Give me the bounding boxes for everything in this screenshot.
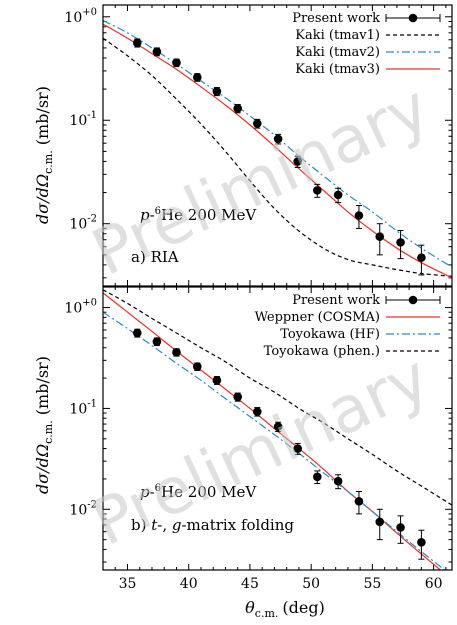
panel-a-legend-label: Present work — [292, 11, 380, 26]
panel-b-data-point — [212, 376, 222, 385]
panel-a-data-point — [396, 238, 405, 247]
panel-b-y-tick-label: 10-2 — [69, 499, 97, 518]
panel-a-legend-label: Kaki (tmav1) — [295, 28, 380, 43]
x-axis-label: θc.m. (deg) — [245, 598, 325, 620]
panel-a-y-axis-label-unit: (mb/sr) — [33, 86, 52, 150]
panel-b-reaction-label: p-6He 200 MeV — [140, 483, 257, 501]
panel-a-legend-swatch-point — [408, 13, 418, 23]
panel-a-data-point — [312, 186, 322, 195]
panel-b-annotation-t: t — [151, 516, 158, 534]
panel-b-legend-label: Weppner (COSMA) — [255, 310, 380, 325]
panel-b-y-tick-label: 10-1 — [69, 398, 97, 417]
panel-b-data-point — [354, 496, 364, 506]
panel-a-frame — [102, 4, 453, 287]
x-axis-label-sub: c.m. — [255, 607, 279, 620]
x-axis-label-unit: (deg) — [282, 598, 324, 617]
panel-a-data-point — [192, 73, 202, 82]
panel-a-data-point — [233, 104, 243, 113]
panel-a: 10+0 10-1 10-2 Present work Kaki (tmav1) Kaki… — [33, 4, 453, 287]
panel-b: 35 40 45 50 55 60 10+0 10-1 10-2 Present work Wepp… — [33, 286, 453, 592]
panel-b-data-point — [312, 472, 322, 482]
panel-a-y-axis-label: dσ/dΩc.m. (mb/sr) — [33, 86, 55, 224]
panel-b-annotation-g: g — [172, 516, 182, 534]
x-tick-label: 55 — [363, 576, 381, 592]
panel-a-data-point — [333, 190, 343, 200]
panel-b-legend-swatch-point — [408, 295, 418, 305]
panel-b-reaction-mass: 6 — [155, 483, 161, 494]
panel-b-data-point — [233, 392, 243, 402]
panel-a-y-axis-label-sub: c.m. — [42, 150, 55, 174]
panel-a-reaction-label: p-6He 200 MeV — [140, 206, 257, 224]
panel-b-data-point — [152, 337, 162, 346]
panel-b-y-axis-label: dσ/dΩc.m. (mb/sr) — [33, 356, 55, 494]
x-axis-label-symbol: θ — [245, 598, 255, 617]
panel-a-data-point — [273, 134, 283, 144]
panel-a-data-point — [212, 87, 222, 96]
panel-a-data-point — [375, 232, 385, 241]
panel-a-reaction-mass: 6 — [155, 206, 161, 217]
panel-b-annotation-rest: -matrix folding — [181, 516, 294, 534]
panel-a-data-point — [252, 119, 262, 128]
panel-b-frame — [102, 286, 453, 571]
panel-a-y-tick-label: 10-1 — [69, 110, 97, 129]
panel-a-data-point — [417, 253, 426, 262]
panel-b-legend-label: Toyokawa (phen.) — [264, 344, 380, 359]
panel-a-annotation: a) RIA — [131, 248, 179, 266]
panel-a-legend-label: Kaki (tmav3) — [295, 62, 380, 77]
panel-b-data-point — [417, 538, 426, 547]
panel-a-data-point — [293, 157, 303, 166]
panel-b-y-axis-label-main: dσ/dΩ — [33, 444, 52, 494]
panel-b-y-axis-label-unit: (mb/sr) — [33, 356, 52, 420]
x-tick-label: 35 — [119, 576, 137, 592]
panel-a-reaction-suffix: He 200 MeV — [161, 206, 257, 224]
panel-b-curve — [103, 311, 446, 570]
panel-b-data-point — [172, 348, 181, 357]
x-tick-label: 45 — [241, 576, 259, 592]
panel-b-data-point — [333, 476, 343, 486]
panel-b-y-tick-label: 10+0 — [64, 298, 97, 317]
panel-a-data-point — [132, 38, 142, 48]
panel-a-y-tick-label: 10-2 — [69, 214, 97, 233]
panel-b-annotation: b) t-, g-matrix folding — [131, 516, 294, 534]
panel-a-y-axis-label-main: dσ/dΩ — [33, 174, 52, 224]
panel-b-data-point — [375, 517, 385, 527]
watermark-a: Preliminary — [82, 71, 441, 291]
panel-b-data-point — [293, 444, 303, 453]
panel-a-y-tick-label: 10+0 — [64, 7, 97, 26]
panel-a-data-point — [354, 211, 364, 220]
panel-b-legend-label: Toyokawa (HF) — [280, 327, 380, 342]
panel-a-curve — [103, 37, 452, 277]
panel-b-data-point — [273, 422, 283, 431]
panel-b-reaction-prefix: p- — [140, 483, 155, 501]
panel-b-reaction-suffix: He 200 MeV — [161, 483, 257, 501]
panel-b-data-point — [192, 362, 202, 371]
panel-b-curve — [103, 289, 452, 506]
panel-a-reaction-prefix: p- — [140, 206, 155, 224]
x-tick-label: 50 — [302, 576, 320, 592]
panel-a-data-point — [172, 58, 181, 67]
panel-a-curve — [103, 23, 452, 279]
panel-b-annotation-prefix: b) — [131, 516, 151, 534]
x-tick-label: 40 — [180, 576, 198, 592]
panel-b-plot: 35 40 45 50 55 60 10+0 10-1 10-2 Present work Wepp… — [64, 286, 453, 592]
panel-b-y-axis-label-sub: c.m. — [42, 420, 55, 444]
panel-a-data-point — [152, 47, 162, 56]
panel-a-legend-label: Kaki (tmav2) — [295, 45, 380, 60]
panel-b-data-point — [252, 407, 262, 416]
panel-a-plot: 10+0 10-1 10-2 Present work Kaki (tmav1) Kaki… — [64, 4, 453, 287]
x-tick-label: 60 — [425, 576, 443, 592]
panel-b-annotation-mid: -, — [157, 516, 172, 534]
panel-b-data-point — [132, 328, 142, 338]
panel-b-legend-label: Present work — [292, 293, 380, 308]
panel-b-data-point — [396, 523, 405, 532]
